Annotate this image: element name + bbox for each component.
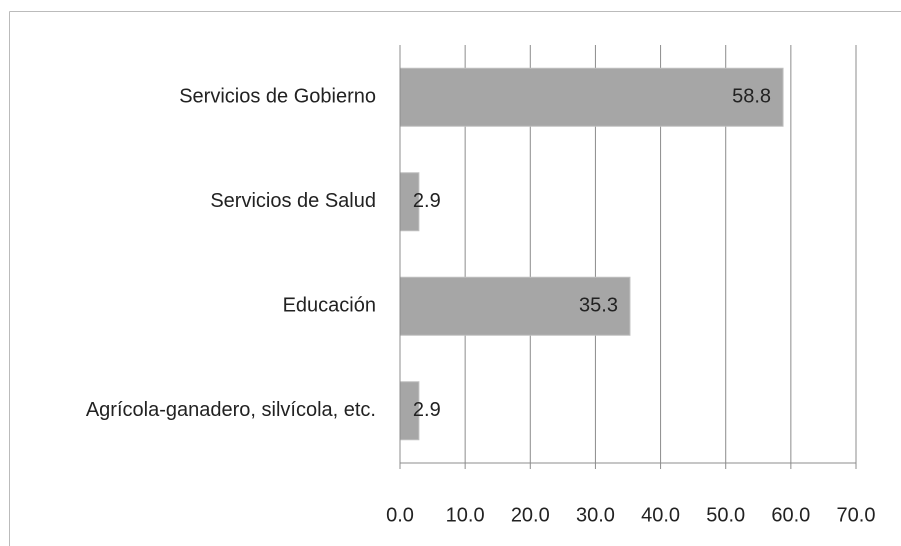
y-tick-label: Servicios de Salud bbox=[210, 190, 376, 212]
x-tick-label: 50.0 bbox=[706, 504, 745, 526]
x-tick-label: 30.0 bbox=[576, 504, 615, 526]
data-label: 2.9 bbox=[413, 190, 441, 212]
data-label: 2.9 bbox=[413, 399, 441, 421]
bar bbox=[399, 276, 631, 336]
x-tick-label: 70.0 bbox=[837, 504, 876, 526]
x-tick-label: 10.0 bbox=[446, 504, 485, 526]
x-tick-label: 60.0 bbox=[771, 504, 810, 526]
x-tick-label: 20.0 bbox=[511, 504, 550, 526]
x-tick-label: 0.0 bbox=[386, 504, 414, 526]
y-tick-label: Educación bbox=[283, 295, 376, 317]
y-tick-label: Agrícola-ganadero, silvícola, etc. bbox=[86, 399, 376, 421]
y-tick-label: Servicios de Gobierno bbox=[179, 86, 376, 108]
data-label: 35.3 bbox=[579, 295, 618, 317]
data-label: 58.8 bbox=[732, 86, 771, 108]
x-tick-label: 40.0 bbox=[641, 504, 680, 526]
bar bbox=[399, 67, 784, 127]
